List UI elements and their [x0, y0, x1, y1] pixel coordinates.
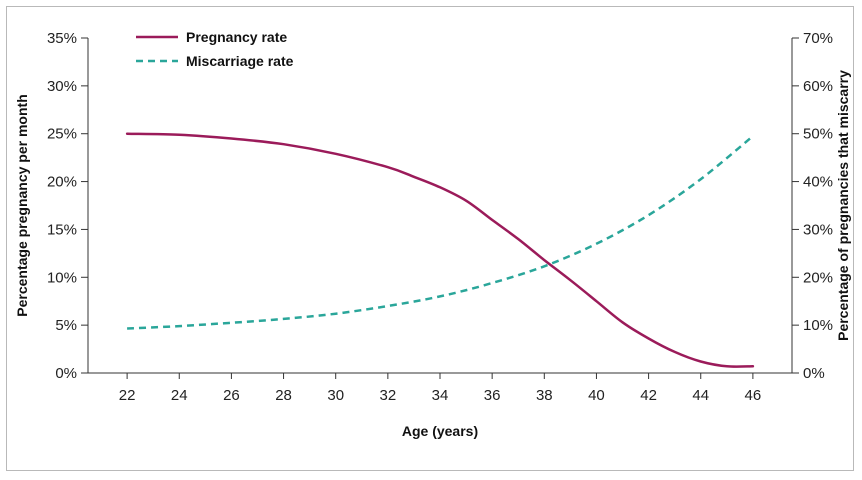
x-tick-label: 22 [119, 387, 136, 404]
legend: Pregnancy rate Miscarriage rate [136, 29, 294, 69]
left-y-tick-label: 10% [47, 269, 77, 286]
left-y-tick-label: 0% [55, 365, 77, 382]
axes [87, 38, 793, 374]
x-tick-label: 38 [536, 387, 553, 404]
left-y-tick-label: 25% [47, 126, 77, 143]
x-axis-ticks: 22 24 26 28 30 32 34 36 38 40 42 44 46 [119, 373, 761, 404]
legend-item-miscarriage-rate: Miscarriage rate [136, 53, 294, 69]
right-y-axis-ticks: 0% 10% 20% 30% 40% 50% 60% 70% [792, 30, 833, 382]
right-y-tick-label: 50% [803, 126, 833, 143]
left-y-tick-label: 30% [47, 78, 77, 95]
right-y-tick-label: 60% [803, 78, 833, 95]
x-tick-label: 26 [223, 387, 240, 404]
x-tick-label: 46 [745, 387, 762, 404]
pregnancy-rate-line [125, 132, 755, 368]
x-tick-label: 36 [484, 387, 501, 404]
legend-label-pregnancy-rate: Pregnancy rate [186, 29, 287, 45]
legend-item-pregnancy-rate: Pregnancy rate [136, 29, 287, 45]
left-y-tick-label: 35% [47, 30, 77, 47]
x-tick-label: 32 [380, 387, 397, 404]
left-y-tick-label: 5% [55, 317, 77, 334]
miscarriage-rate-line [127, 135, 754, 330]
legend-label-miscarriage-rate: Miscarriage rate [186, 53, 294, 69]
x-tick-label: 42 [640, 387, 657, 404]
x-tick-label: 24 [171, 387, 188, 404]
right-y-tick-label: 20% [803, 269, 833, 286]
x-axis-title: Age (years) [402, 423, 478, 439]
right-y-tick-label: 70% [803, 30, 833, 47]
right-y-tick-label: 10% [803, 317, 833, 334]
left-y-tick-label: 20% [47, 174, 77, 191]
left-y-axis-ticks: 0% 5% 10% 15% 20% 25% 30% 35% [47, 30, 88, 382]
x-tick-label: 28 [275, 387, 292, 404]
left-y-tick-label: 15% [47, 221, 77, 238]
right-y-axis-title: Percentage of pregnancies that miscarry [835, 70, 851, 341]
series-lines [125, 132, 755, 368]
chart-frame [6, 6, 854, 471]
right-y-tick-label: 30% [803, 221, 833, 238]
left-y-axis-title: Percentage pregnancy per month [14, 94, 30, 317]
x-tick-label: 44 [692, 387, 709, 404]
x-tick-label: 40 [588, 387, 605, 404]
right-y-tick-label: 40% [803, 174, 833, 191]
x-tick-label: 30 [327, 387, 344, 404]
x-tick-label: 34 [432, 387, 449, 404]
right-y-tick-label: 0% [803, 365, 825, 382]
